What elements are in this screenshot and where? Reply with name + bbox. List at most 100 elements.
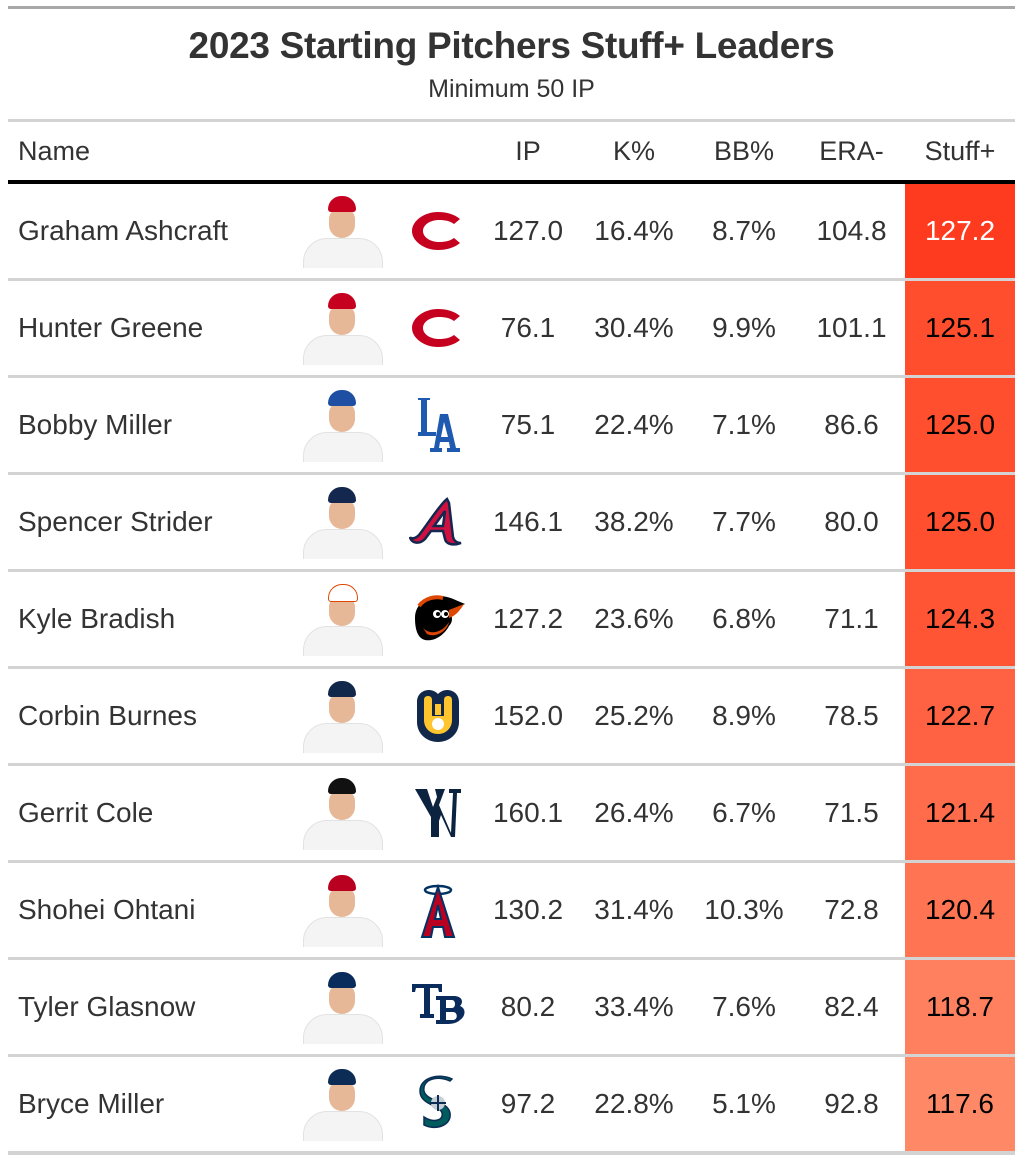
team-logo-cell	[398, 473, 478, 572]
bb-pct-value: 9.9%	[690, 279, 798, 378]
yankees-ny-logo-icon	[408, 783, 468, 843]
face-shape	[328, 499, 355, 529]
stuff-plus-value: 125.1	[905, 279, 1015, 378]
ip-value: 76.1	[478, 279, 578, 378]
jersey-shape	[302, 529, 383, 559]
bb-pct-value: 7.1%	[690, 376, 798, 475]
table-row: Shohei Ohtani 130.2 31.4% 10.3% 72.8 120…	[8, 861, 1015, 960]
k-pct-value: 22.4%	[578, 376, 690, 475]
cap-shape	[327, 390, 356, 406]
player-headshot-cell	[283, 376, 398, 475]
stuff-plus-value: 124.3	[905, 570, 1015, 669]
era-minus-value: 80.0	[798, 473, 905, 572]
team-logo-cell	[398, 182, 478, 281]
player-headshot-image	[295, 873, 387, 947]
stuff-plus-value: 121.4	[905, 764, 1015, 863]
pitchers-table: Name IP K% BB% ERA- Stuff+ Graham Ashcra…	[8, 122, 1015, 1155]
k-pct-value: 33.4%	[578, 958, 690, 1057]
table-row: Bryce Miller 97.2 22.8% 5.1% 92.8 117.6	[8, 1055, 1015, 1155]
player-headshot-cell	[283, 473, 398, 572]
col-header-ip: IP	[478, 122, 578, 184]
team-logo-cell	[398, 958, 478, 1057]
table-row: Graham Ashcraft 127.0 16.4% 8.7% 104.8 1…	[8, 182, 1015, 281]
k-pct-value: 26.4%	[578, 764, 690, 863]
stuff-plus-value: 125.0	[905, 376, 1015, 475]
jersey-shape	[302, 820, 383, 850]
face-shape	[328, 305, 355, 335]
face-shape	[328, 984, 355, 1014]
bb-pct-value: 6.7%	[690, 764, 798, 863]
face-shape	[328, 693, 355, 723]
jersey-shape	[302, 1111, 383, 1141]
team-logo-cell	[398, 376, 478, 475]
cap-shape	[327, 972, 356, 988]
era-minus-value: 71.5	[798, 764, 905, 863]
table-row: Spencer Strider 146.1 38.2% 7.7% 80.0 12…	[8, 473, 1015, 572]
team-logo-cell	[398, 570, 478, 669]
team-logo-cell	[398, 861, 478, 960]
bb-pct-value: 7.7%	[690, 473, 798, 572]
player-headshot-cell	[283, 861, 398, 960]
k-pct-value: 23.6%	[578, 570, 690, 669]
bb-pct-value: 10.3%	[690, 861, 798, 960]
player-name: Hunter Greene	[8, 279, 283, 378]
ip-value: 75.1	[478, 376, 578, 475]
header-row: Name IP K% BB% ERA- Stuff+	[8, 122, 1015, 184]
stuff-plus-table-widget: 2023 Starting Pitchers Stuff+ Leaders Mi…	[8, 6, 1015, 1155]
player-headshot-image	[295, 291, 387, 365]
bb-pct-value: 5.1%	[690, 1055, 798, 1155]
table-row: Bobby Miller 75.1 22.4% 7.1% 86.6 125.0	[8, 376, 1015, 475]
team-logo-cell	[398, 279, 478, 378]
cap-shape	[327, 293, 356, 309]
col-header-era-minus: ERA-	[798, 122, 905, 184]
cap-shape	[327, 681, 356, 697]
rays-tb-logo-icon	[408, 977, 468, 1037]
face-shape	[328, 887, 355, 917]
player-headshot-cell	[283, 182, 398, 281]
player-headshot-cell	[283, 570, 398, 669]
face-shape	[328, 208, 355, 238]
ip-value: 146.1	[478, 473, 578, 572]
col-header-stuff-plus: Stuff+	[905, 122, 1015, 184]
jersey-shape	[302, 238, 383, 268]
col-header-name: Name	[8, 122, 283, 184]
era-minus-value: 82.4	[798, 958, 905, 1057]
face-shape	[328, 402, 355, 432]
brewers-glove-logo-icon	[408, 686, 468, 746]
table-row: Tyler Glasnow 80.2 33.4% 7.6% 82.4 118.7	[8, 958, 1015, 1057]
player-name: Kyle Bradish	[8, 570, 283, 669]
player-headshot-image	[295, 776, 387, 850]
orioles-bird-logo-icon	[408, 589, 468, 649]
face-shape	[328, 790, 355, 820]
jersey-shape	[302, 917, 383, 947]
jersey-shape	[302, 432, 383, 462]
player-headshot-image	[295, 388, 387, 462]
era-minus-value: 78.5	[798, 667, 905, 766]
player-name: Graham Ashcraft	[8, 182, 283, 281]
jersey-shape	[302, 1014, 383, 1044]
player-name: Spencer Strider	[8, 473, 283, 572]
stuff-plus-value: 118.7	[905, 958, 1015, 1057]
cap-shape	[327, 487, 356, 503]
dodgers-la-logo-icon	[408, 395, 468, 455]
col-header-headshot	[283, 122, 398, 184]
era-minus-value: 104.8	[798, 182, 905, 281]
ip-value: 130.2	[478, 861, 578, 960]
jersey-shape	[302, 335, 383, 365]
stuff-plus-value: 117.6	[905, 1055, 1015, 1155]
player-headshot-cell	[283, 667, 398, 766]
era-minus-value: 72.8	[798, 861, 905, 960]
player-headshot-image	[295, 194, 387, 268]
top-border	[8, 6, 1015, 9]
braves-a-logo-icon	[408, 492, 468, 552]
k-pct-value: 25.2%	[578, 667, 690, 766]
player-headshot-image	[295, 970, 387, 1044]
player-name: Gerrit Cole	[8, 764, 283, 863]
cap-shape	[327, 778, 356, 794]
stuff-plus-value: 120.4	[905, 861, 1015, 960]
header-divider	[8, 119, 1015, 122]
era-minus-value: 92.8	[798, 1055, 905, 1155]
jersey-shape	[302, 723, 383, 753]
table-title: 2023 Starting Pitchers Stuff+ Leaders	[188, 25, 835, 66]
bb-pct-value: 8.9%	[690, 667, 798, 766]
